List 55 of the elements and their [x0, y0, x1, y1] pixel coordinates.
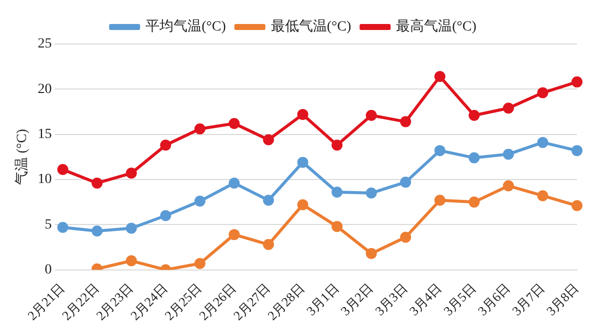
point	[468, 110, 480, 121]
point	[537, 136, 548, 148]
point	[194, 123, 206, 134]
point	[297, 199, 308, 210]
point	[434, 194, 446, 206]
point	[262, 134, 274, 146]
point	[400, 176, 412, 188]
point	[332, 186, 343, 198]
point	[262, 194, 274, 206]
point	[366, 110, 377, 121]
point	[228, 229, 240, 240]
y-tick-label: 0	[44, 262, 52, 278]
y-tick-label: 15	[38, 126, 52, 142]
point	[537, 87, 548, 98]
point	[572, 76, 582, 88]
point	[468, 152, 480, 164]
point	[262, 239, 274, 250]
point	[57, 222, 68, 233]
y-tick-label: 25	[38, 36, 52, 52]
point	[502, 148, 514, 160]
point	[400, 232, 412, 243]
point	[160, 140, 172, 151]
point	[92, 178, 103, 189]
point	[332, 220, 343, 232]
legend-label: 最高气温(°C)	[396, 18, 477, 35]
point	[332, 140, 343, 151]
point	[366, 248, 377, 260]
point	[502, 180, 514, 192]
point	[434, 145, 446, 156]
point	[194, 258, 206, 269]
point	[57, 164, 68, 176]
y-axis-title: 气温 (°C)	[14, 128, 30, 185]
y-tick-label: 10	[38, 172, 52, 188]
point	[366, 188, 377, 199]
point	[126, 222, 137, 234]
point	[572, 145, 582, 156]
point	[434, 71, 446, 82]
point	[228, 118, 240, 129]
point	[400, 116, 412, 128]
legend-label: 平均气温(°C)	[146, 18, 226, 35]
point	[126, 255, 137, 266]
point	[297, 108, 308, 120]
point	[126, 168, 137, 179]
point	[572, 200, 582, 212]
point	[194, 196, 206, 207]
point	[502, 102, 514, 114]
point	[297, 156, 308, 168]
point	[228, 178, 240, 189]
point	[468, 196, 480, 208]
point	[537, 190, 548, 202]
point	[92, 225, 103, 236]
y-tick-label: 5	[44, 217, 52, 232]
point	[160, 210, 172, 222]
y-tick-label: 20	[38, 82, 52, 97]
legend-label: 最低气温(°C)	[270, 18, 352, 35]
